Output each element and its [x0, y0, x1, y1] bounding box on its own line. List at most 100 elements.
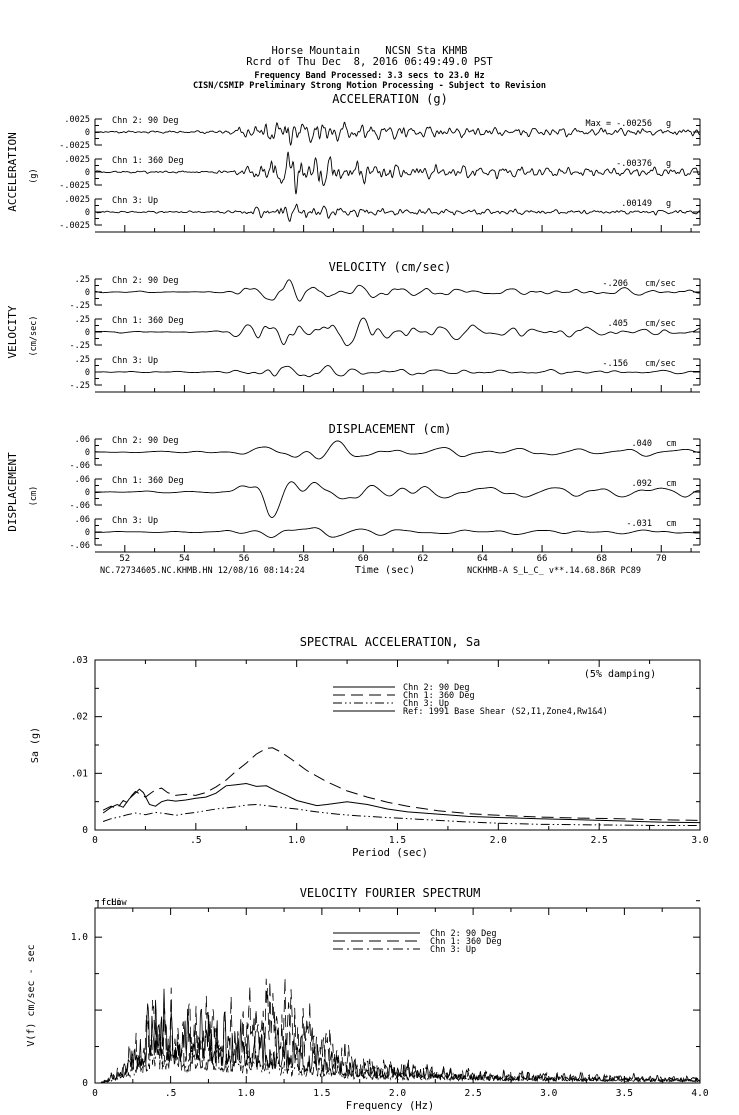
acceleration-panel: ACCELERATION (g) ACCELERATION (g) .0025 0 -.0… — [6, 92, 701, 233]
scale-label-zero: 0 — [85, 528, 90, 538]
legend-entry: Chn 2: 90 Deg — [333, 683, 470, 693]
scale-label-top: .0025 — [64, 115, 90, 125]
scale-label-zero: 0 — [85, 128, 90, 138]
scale-label-top: .06 — [75, 435, 90, 445]
x-tick-label: 3.5 — [616, 1088, 633, 1099]
channel-label: Chn 2: 90 Deg — [112, 276, 179, 286]
fc-label: fcHi — [101, 898, 121, 908]
fourier-spectrum-curve — [100, 1035, 701, 1083]
x-tick-label: 1.5 — [389, 835, 406, 846]
y-tick-label: .02 — [71, 712, 88, 723]
trace-chn-3-up: .0025 0 -.0025 Chn 3: Up .00149 g — [59, 195, 701, 231]
panel-side-unit: (cm/sec) — [29, 316, 39, 357]
trace-chn-1-360-deg: .0025 0 -.0025 Chn 1: 360 Deg -.00376 g — [59, 151, 701, 195]
plot-box — [94, 659, 701, 831]
scale-label-top: .25 — [75, 355, 90, 365]
legend-label: Chn 3: Up — [430, 945, 476, 955]
x-tick-label: .5 — [190, 835, 201, 846]
panel-title: DISPLACEMENT (cm) — [329, 422, 452, 436]
scale-label-zero: 0 — [85, 448, 90, 458]
record-time: Rcrd of Thu Dec 8, 2016 06:49:49.0 PST — [246, 56, 493, 68]
chart-title: SPECTRAL ACCELERATION, Sa — [300, 635, 481, 649]
waveform — [95, 440, 700, 460]
x-tick-label: 2.0 — [389, 1088, 406, 1099]
sa-curve — [102, 803, 700, 826]
frequency-band-note: Frequency Band Processed: 3.3 secs to 23… — [254, 71, 485, 81]
y-tick-label: 0 — [82, 1078, 88, 1089]
legend-label: Chn 2: 90 Deg — [430, 929, 497, 939]
velocity-panel: VELOCITY (cm/sec) VELOCITY (cm/sec) .25 0 -.2… — [6, 260, 701, 393]
displacement-panel: DISPLACEMENT (cm) DISPLACEMENT (cm) .06 0 -.0… — [6, 422, 701, 576]
x-axis-label: Frequency (Hz) — [346, 1100, 435, 1112]
legend-entry: Chn 3: Up — [333, 699, 449, 709]
scale-label-top: .06 — [75, 475, 90, 485]
waveform — [94, 203, 701, 223]
peak-value: -.00376 — [616, 159, 652, 169]
sa-curve — [102, 782, 701, 824]
time-tick-label: 64 — [477, 554, 488, 564]
x-axis-label: Period (sec) — [352, 847, 428, 859]
peak-unit: cm/sec — [645, 319, 676, 329]
time-axis — [95, 225, 700, 233]
legend-label: Chn 1: 360 Deg — [403, 691, 475, 701]
peak-unit: cm — [666, 439, 676, 449]
peak-unit: cm/sec — [645, 279, 676, 289]
x-tick-label: 1.0 — [238, 1088, 255, 1099]
peak-value: -.206 — [602, 279, 628, 289]
scale-label-top: .0025 — [64, 155, 90, 165]
scale-label-bottom: -.06 — [70, 461, 90, 471]
channel-label: Chn 2: 90 Deg — [112, 116, 179, 126]
legend-entry: Chn 3: Up — [333, 945, 476, 955]
channel-label: Chn 3: Up — [112, 516, 158, 526]
channel-label: Chn 3: Up — [112, 196, 158, 206]
scale-label-bottom: -.06 — [70, 501, 90, 511]
peak-value: .00149 — [621, 199, 652, 209]
peak-value: Max = -.00256 — [585, 119, 652, 129]
time-axis — [95, 385, 700, 393]
scale-label-top: .06 — [75, 515, 90, 525]
legend-label: Chn 2: 90 Deg — [403, 683, 470, 693]
scale-label-zero: 0 — [85, 168, 90, 178]
trace-chn-2-90-deg: .06 0 -.06 Chn 2: 90 Deg .040 cm — [70, 435, 701, 471]
report-header: Horse Mountain NCSN Sta KHMB Rcrd of Thu… — [0, 0, 739, 92]
y-tick-label: 1.0 — [71, 932, 88, 943]
legend-label: Chn 3: Up — [403, 699, 449, 709]
y-axis-label: V(f) cm/sec - sec — [26, 944, 37, 1046]
scale-label-top: .25 — [75, 315, 90, 325]
legend-entry: Chn 1: 360 Deg — [333, 937, 502, 947]
legend-entry: Chn 2: 90 Deg — [333, 929, 497, 939]
time-axis-label: Time (sec) — [355, 565, 415, 576]
peak-unit: g — [666, 119, 671, 129]
fourier-spectrum-curve — [100, 988, 701, 1083]
scale-label-zero: 0 — [85, 368, 90, 378]
waveform — [94, 151, 701, 195]
x-tick-label: 0 — [92, 835, 98, 846]
waveform — [95, 527, 700, 538]
fc-label: fcLow — [101, 898, 127, 908]
legend-entry: Chn 1: 360 Deg — [333, 691, 475, 701]
panel-side-unit: (g) — [29, 168, 39, 183]
time-tick-label: 58 — [298, 554, 309, 564]
section-spacer — [0, 597, 739, 630]
x-tick-label: 2.0 — [490, 835, 507, 846]
trace-chn-1-360-deg: .06 0 -.06 Chn 1: 360 Deg .092 cm — [70, 475, 701, 518]
spectral-acceleration-chart: SPECTRAL ACCELERATION, Sa 0 .5 1.0 1.5 2.0 2.5… — [30, 635, 709, 859]
y-axis-label: Sa (g) — [30, 727, 41, 763]
scale-label-bottom: -.25 — [70, 341, 90, 351]
time-tick-label: 52 — [119, 554, 130, 564]
y-tick-label: .03 — [71, 655, 88, 666]
x-tick-label: 1.5 — [313, 1088, 330, 1099]
panel-side-label: ACCELERATION — [6, 132, 19, 211]
x-tick-label: 4.0 — [691, 1088, 708, 1099]
x-tick-label: 3.0 — [540, 1088, 557, 1099]
scale-label-zero: 0 — [85, 288, 90, 298]
legend-label: Ref: 1991 Base Shear (S2,I1,Zone4,Rw1&4) — [403, 707, 608, 717]
scale-label-bottom: -.25 — [70, 301, 90, 311]
station-title: Horse Mountain NCSN Sta KHMB — [271, 45, 468, 57]
time-tick-label: 54 — [179, 554, 190, 564]
scale-label-zero: 0 — [85, 488, 90, 498]
waveform — [94, 121, 701, 147]
trace-chn-1-360-deg: .25 0 -.25 Chn 1: 360 Deg .405 cm/sec — [70, 315, 701, 351]
scale-label-bottom: -.25 — [70, 381, 90, 391]
